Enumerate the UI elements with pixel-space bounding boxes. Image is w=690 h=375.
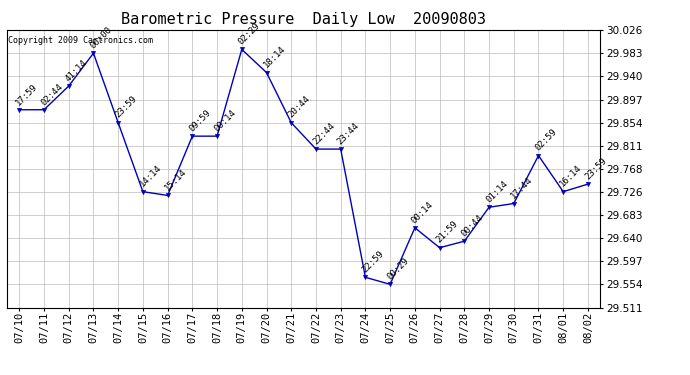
Text: 16:14: 16:14 <box>558 164 584 189</box>
Text: 00:29: 00:29 <box>385 256 411 282</box>
Text: 02:59: 02:59 <box>533 128 559 153</box>
Text: 02:29: 02:29 <box>237 21 262 46</box>
Text: 09:59: 09:59 <box>188 108 213 134</box>
Text: 00:44: 00:44 <box>460 213 484 238</box>
Text: 23:59: 23:59 <box>113 94 139 120</box>
Text: Copyright 2009 Cartronics.com: Copyright 2009 Cartronics.com <box>8 36 153 45</box>
Text: 02:44: 02:44 <box>39 82 64 107</box>
Text: 22:44: 22:44 <box>311 121 336 146</box>
Text: 22:59: 22:59 <box>360 249 386 274</box>
Text: 00:14: 00:14 <box>212 108 237 134</box>
Text: 17:59: 17:59 <box>14 82 39 107</box>
Text: 17:44: 17:44 <box>509 176 534 201</box>
Text: 23:59: 23:59 <box>583 156 609 182</box>
Text: 00:00: 00:00 <box>88 25 114 50</box>
Text: 23:44: 23:44 <box>336 121 361 146</box>
Text: 21:59: 21:59 <box>435 219 460 245</box>
Text: 14:14: 14:14 <box>138 164 164 189</box>
Text: 41:14: 41:14 <box>63 58 89 83</box>
Text: 01:14: 01:14 <box>484 179 509 204</box>
Text: 18:14: 18:14 <box>262 44 287 70</box>
Title: Barometric Pressure  Daily Low  20090803: Barometric Pressure Daily Low 20090803 <box>121 12 486 27</box>
Text: 00:14: 00:14 <box>410 200 435 225</box>
Text: 20:44: 20:44 <box>286 94 312 120</box>
Text: 15:14: 15:14 <box>163 167 188 193</box>
